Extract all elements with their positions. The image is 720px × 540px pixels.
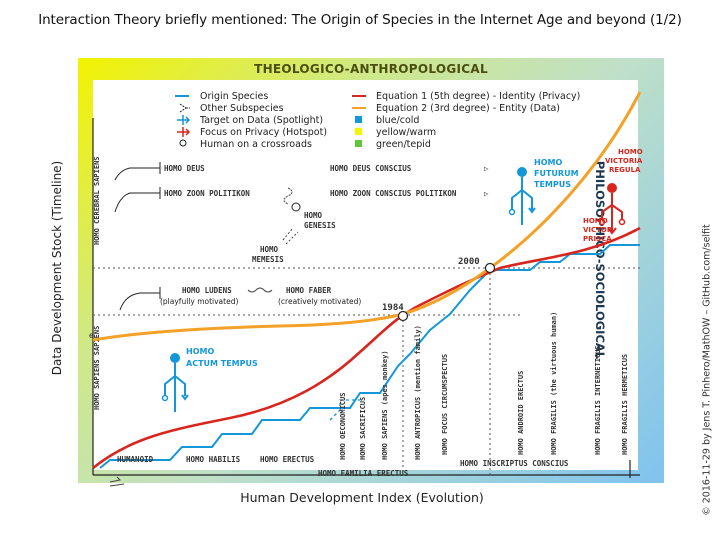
- actum-label-1: HOMO: [186, 347, 214, 356]
- legend-human-crossroads: Human on a crossroads: [200, 139, 312, 150]
- ludens-connector: [119, 292, 160, 311]
- actum-branches: [164, 375, 186, 396]
- label-homo-fragilis: HOMO FRAGILIS (the virtuous human): [550, 312, 558, 455]
- legend-green-tepid: green/tepid: [376, 139, 431, 150]
- year-2000-label: 2000: [458, 257, 480, 267]
- x-axis-label: Human Development Index (Evolution): [240, 490, 484, 505]
- label-homo-focus: HOMO FOCUS CIRCUMSPECTUS: [441, 354, 449, 455]
- ludens-squiggle: [247, 287, 273, 293]
- origin-species-dashed: [329, 399, 360, 421]
- futurum-label-3: TEMPUS: [534, 180, 571, 189]
- victoria-head-icon: [607, 183, 617, 193]
- label-faber-note: (creatively motivated): [278, 297, 361, 306]
- legend-subspecies-icon: [179, 103, 190, 113]
- label-homo-sacrificus: HOMO SACRIFICUS: [359, 397, 367, 460]
- victoria-label-2: VICTORIA: [605, 157, 643, 165]
- victor-label-2: VICTOR: [583, 226, 613, 234]
- zoon-connector: [114, 192, 160, 213]
- futurum-label-2: FUTURUM: [534, 169, 579, 178]
- crossroads-2000: [484, 262, 496, 274]
- label-homo-faber: HOMO FABER: [286, 286, 332, 295]
- futurum-head-icon: [517, 167, 527, 177]
- victor-label-1: HOMO: [583, 217, 608, 225]
- page-title: Interaction Theory briefly mentioned: Th…: [38, 12, 682, 28]
- legend-origin-species: Origin Species: [200, 91, 268, 102]
- label-homo-familia-erectus: HOMO FAMILIA ERECTUS: [318, 469, 409, 478]
- genesis-crossroads-icon: [291, 202, 301, 212]
- label-homo-sapiens-sapiens: HOMO SAPIENS SAPIENS: [93, 326, 101, 410]
- legend-blue-cold: blue/cold: [376, 115, 419, 126]
- label-homo-zoon-conscius: HOMO ZOON CONSCIUS POLITIKON: [330, 189, 457, 198]
- homo-actum-tempus: HOMO ACTUM TEMPUS: [161, 347, 258, 412]
- equation1-curve: [92, 226, 641, 470]
- axes: e: [89, 118, 640, 478]
- legend: Origin Species Other Subspecies Target o…: [175, 91, 580, 150]
- genesis-squiggle: [283, 187, 293, 205]
- legend-target-icon: [177, 115, 191, 125]
- actum-head-icon: [170, 353, 180, 363]
- actum-node-left: [161, 394, 169, 402]
- victoria-label-1: HOMO: [618, 148, 643, 156]
- actum-arrow: [181, 394, 189, 401]
- crossroads-1984: [397, 310, 409, 322]
- homo-victoria-regula: HOMO VICTORIA REGULA HOMO VICTOR PRISCA: [583, 148, 643, 243]
- label-homo-erectus: HOMO ERECTUS: [260, 455, 315, 464]
- legend-focus-icon: [177, 127, 191, 137]
- label-homo-fragilis-hermeticus: HOMO FRAGILIS HERMETICUS: [621, 354, 629, 455]
- legend-blue-swatch: [355, 116, 362, 123]
- victoria-arrow: [607, 227, 617, 235]
- legend-equation2: Equation 2 (3rd degree) - Entity (Data): [376, 103, 560, 114]
- memesis-dashes: [282, 227, 299, 245]
- arrow-deus: ▷: [484, 164, 489, 173]
- label-homo-zoon: HOMO ZOON POLITIKON: [164, 189, 250, 198]
- label-homo-deus: HOMO DEUS: [164, 164, 205, 173]
- label-homo-deus-conscius: HOMO DEUS CONSCIUS: [330, 164, 412, 173]
- label-homo-genesis-2: GENESIS: [304, 221, 336, 230]
- homo-futurum-tempus: HOMO FUTURUM TEMPUS: [508, 158, 579, 225]
- marker-e: e: [89, 331, 94, 340]
- victor-label-3: PRISCA: [583, 235, 612, 243]
- futurum-node-left: [508, 208, 516, 216]
- label-homo-sapiens-apes: HOMO SAPIENS (apes monkey): [381, 350, 389, 460]
- legend-equation1: Equation 1 (5th degree) - Identity (Priv…: [376, 91, 580, 102]
- label-homo-ludens: HOMO LUDENS: [182, 286, 232, 295]
- band-top-label: THEOLOGICO-ANTHROPOLOGICAL: [254, 62, 488, 76]
- origin-arrow-mark: [109, 476, 125, 487]
- actum-label-2: ACTUM TEMPUS: [186, 359, 258, 368]
- legend-focus-on-privacy: Focus on Privacy (Hotspot): [200, 127, 327, 138]
- label-homo-cerebral-sapiens: HOMO CEREBRAL SAPIENS: [93, 156, 101, 245]
- year-1984-label: 1984: [382, 303, 404, 313]
- label-homo-habilis: HOMO HABILIS: [186, 455, 241, 464]
- legend-target-on-data: Target on Data (Spotlight): [199, 115, 323, 126]
- legend-crossroads-icon: [179, 139, 187, 147]
- label-homo-fragilis-interneticus: HOMO FRAGILIS INTERNETICUS: [594, 345, 602, 455]
- label-humanoid: HUMANOID: [117, 455, 154, 464]
- label-homo-genesis-1: HOMO: [304, 211, 323, 220]
- victoria-branches: [601, 204, 623, 222]
- victoria-node-right: [618, 218, 626, 226]
- deus-connector: [114, 167, 160, 181]
- legend-green-swatch: [355, 140, 362, 147]
- label-homo-inscriptus-conscius: HOMO INSCRIPTUS CONSCIUS: [460, 459, 569, 468]
- victoria-node-left: [598, 218, 606, 226]
- vertical-species: HOMO OECONOMICUS HOMO SACRIFICUS HOMO SA…: [339, 312, 629, 460]
- arrow-zoon: ▷: [484, 189, 489, 198]
- label-homo-memesis-1: HOMO: [260, 245, 279, 254]
- victoria-label-3: REGULA: [609, 166, 641, 174]
- label-homo-memesis-2: MEMESIS: [252, 255, 284, 264]
- origin-species-step-line: [99, 244, 640, 469]
- label-ludens-note: (playfully motivated): [160, 297, 238, 306]
- futurum-label-1: HOMO: [534, 158, 562, 167]
- futurum-arrow: [528, 207, 536, 214]
- label-homo-android: HOMO ANDROID ERECTUS: [517, 371, 525, 455]
- label-homo-oeconomicus: HOMO OECONOMICUS: [339, 393, 347, 460]
- legend-yellow-warm: yellow/warm: [376, 127, 436, 138]
- legend-other-subspecies: Other Subspecies: [200, 103, 284, 114]
- top-species: HOMO DEUS HOMO DEUS CONSCIUS ▷ HOMO ZOON…: [114, 162, 489, 311]
- legend-yellow-swatch: [355, 128, 362, 135]
- futurum-branches: [511, 189, 533, 210]
- label-homo-antropicus: HOMO ANTROPICUS (mention family): [414, 325, 422, 460]
- bottom-species: HUMANOID HOMO HABILIS HOMO ERECTUS HOMO …: [117, 455, 569, 478]
